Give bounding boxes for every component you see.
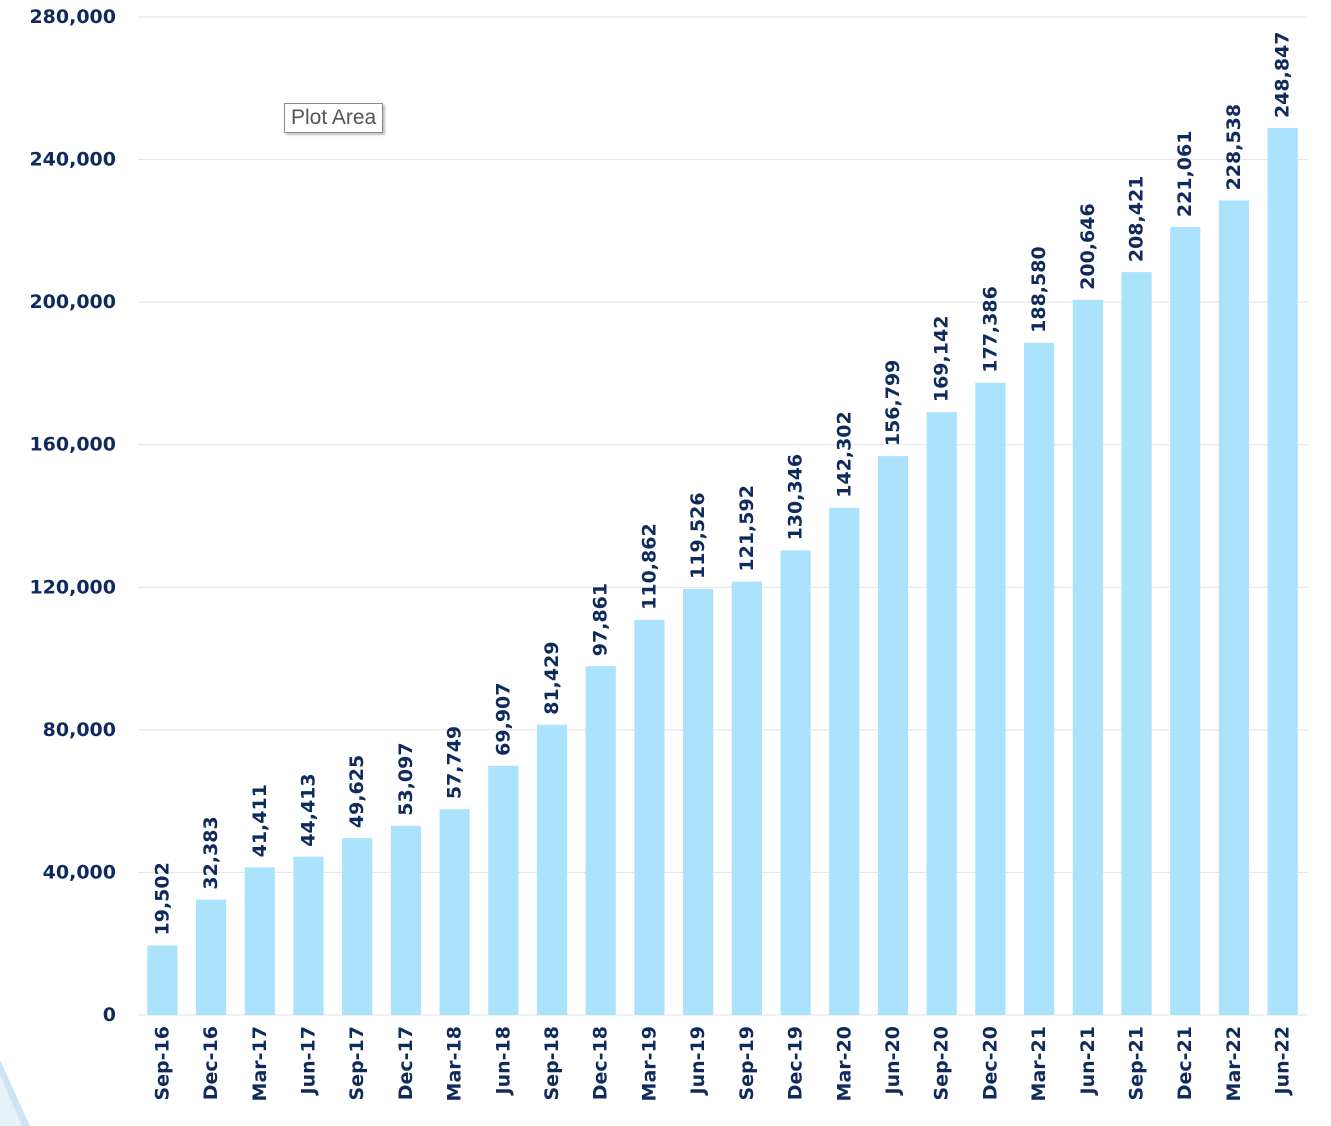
bar (829, 507, 860, 1015)
bars (147, 128, 1298, 1016)
y-tick-label: 240,000 (29, 149, 116, 171)
bar (1024, 342, 1055, 1015)
y-tick-label: 200,000 (29, 291, 116, 313)
bar (439, 809, 470, 1015)
bar (488, 765, 519, 1015)
bar (1170, 227, 1201, 1015)
x-tick-label: Sep-18 (541, 1026, 563, 1101)
bar (877, 456, 909, 1016)
x-tick-label: Mar-21 (1028, 1026, 1050, 1101)
data-label: 49,625 (346, 755, 368, 828)
x-tick-label: Sep-20 (931, 1026, 953, 1101)
bar (293, 856, 324, 1015)
data-label: 121,592 (736, 485, 758, 572)
x-tick-label: Jun-20 (882, 1026, 904, 1096)
bar (1072, 299, 1103, 1015)
bar (1267, 128, 1298, 1015)
y-axis-tick-labels: 0 40,000 80,000 120,000 160,000 200,000 240,00… (29, 6, 116, 1026)
x-tick-label: Mar-19 (638, 1026, 660, 1101)
data-label: 188,580 (1028, 246, 1050, 333)
y-tick-label: 280,000 (29, 6, 116, 28)
data-label: 110,862 (638, 523, 660, 610)
decorative-corner-shape (0, 1060, 30, 1126)
bar (683, 588, 714, 1015)
x-tick-label: Dec-17 (395, 1026, 417, 1100)
y-tick-label: 160,000 (29, 434, 116, 456)
x-tick-label: Jun-18 (492, 1026, 514, 1096)
data-label: 41,411 (249, 784, 271, 857)
bar (634, 619, 665, 1015)
bar (342, 838, 373, 1015)
x-tick-label: Mar-22 (1223, 1026, 1245, 1101)
x-tick-label: Jun-19 (687, 1026, 709, 1096)
bar (390, 825, 421, 1015)
data-labels: 19,502 32,383 41,411 44,413 49,625 53,097 57,7… (151, 31, 1293, 935)
data-label: 81,429 (541, 641, 563, 714)
data-label: 200,646 (1077, 203, 1099, 290)
data-label: 69,907 (492, 683, 514, 756)
gridlines (138, 16, 1307, 1016)
x-tick-label: Jun-21 (1077, 1026, 1099, 1096)
data-label: 142,302 (833, 411, 855, 498)
x-tick-label: Sep-17 (346, 1026, 368, 1101)
x-tick-label: Dec-19 (785, 1026, 807, 1100)
data-label: 53,097 (395, 742, 417, 815)
data-label: 177,386 (979, 286, 1001, 373)
data-label: 228,538 (1223, 104, 1245, 191)
bar (244, 867, 275, 1015)
x-tick-label: Dec-18 (590, 1026, 612, 1100)
x-tick-label: Dec-21 (1174, 1026, 1196, 1100)
y-tick-label: 0 (103, 1004, 116, 1026)
x-tick-label: Dec-20 (979, 1026, 1001, 1100)
bar (1218, 200, 1250, 1015)
bar (731, 581, 762, 1015)
y-tick-label: 80,000 (43, 719, 116, 741)
x-tick-label: Mar-18 (444, 1026, 466, 1101)
data-label: 57,749 (444, 726, 466, 799)
data-label: 130,346 (785, 454, 807, 541)
data-label: 19,502 (151, 862, 173, 935)
bar (585, 666, 616, 1015)
data-label: 119,526 (687, 492, 709, 579)
bar (195, 899, 227, 1015)
data-label: 248,847 (1272, 31, 1294, 118)
data-label: 156,799 (882, 360, 904, 447)
data-label: 32,383 (200, 816, 222, 889)
plot-area-tooltip: Plot Area (284, 103, 384, 133)
bar (1121, 272, 1152, 1015)
x-tick-label: Jun-22 (1272, 1026, 1294, 1096)
x-tick-label: Jun-17 (297, 1026, 319, 1096)
bar (147, 945, 178, 1015)
bar (926, 412, 957, 1015)
x-axis-tick-labels: Sep-16 Dec-16 Mar-17 Jun-17 Sep-17 Dec-17 Mar-… (151, 1026, 1293, 1101)
data-label: 44,413 (297, 773, 319, 846)
data-label: 208,421 (1126, 176, 1148, 263)
bar (975, 382, 1006, 1015)
bar (536, 724, 568, 1015)
data-label: 169,142 (931, 316, 953, 403)
y-tick-label: 120,000 (29, 576, 116, 598)
y-tick-label: 40,000 (43, 861, 116, 883)
x-tick-label: Mar-20 (833, 1026, 855, 1101)
x-tick-label: Sep-19 (736, 1026, 758, 1101)
x-tick-label: Mar-17 (249, 1026, 271, 1101)
data-label: 221,061 (1174, 131, 1196, 218)
x-tick-label: Sep-21 (1126, 1026, 1148, 1101)
x-tick-label: Sep-16 (151, 1026, 173, 1101)
data-label: 97,861 (590, 583, 612, 656)
bar (780, 550, 811, 1015)
x-tick-label: Dec-16 (200, 1026, 222, 1100)
